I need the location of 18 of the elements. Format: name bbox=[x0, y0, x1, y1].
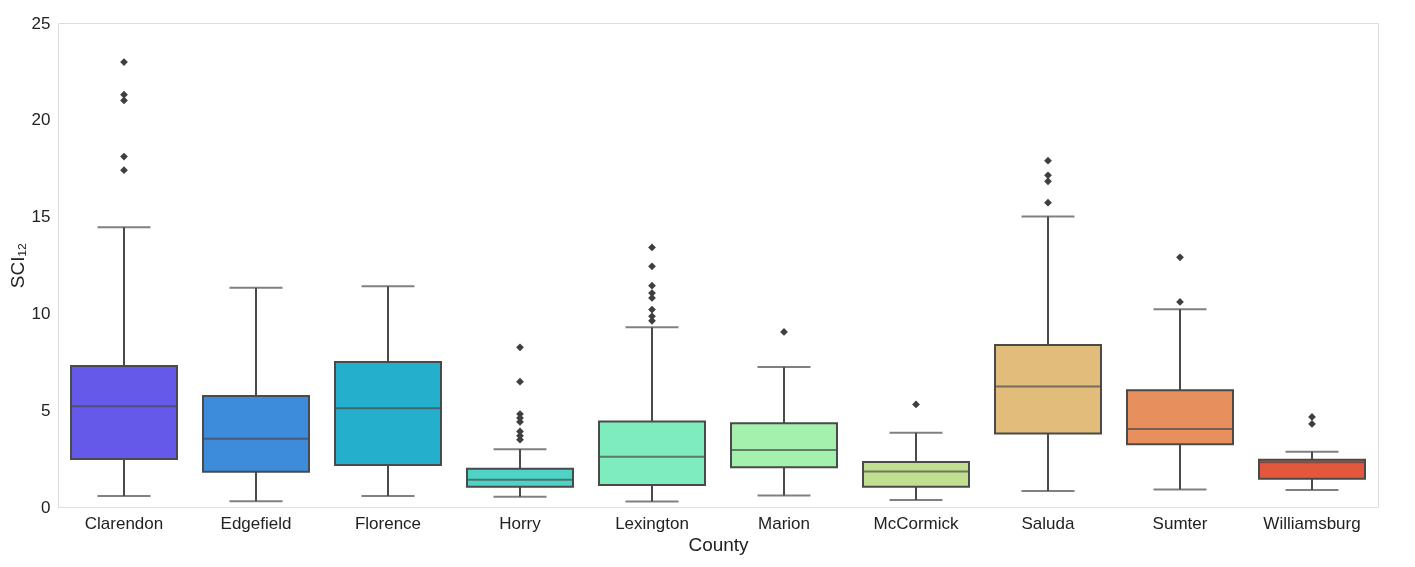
y-tick-label: 20 bbox=[31, 110, 51, 130]
x-tick-label: Sumter bbox=[1152, 513, 1208, 533]
x-tick-label: Lexington bbox=[615, 513, 689, 533]
y-tick-label: 5 bbox=[41, 400, 51, 420]
x-tick-label: Marion bbox=[758, 513, 810, 533]
y-tick-label: 10 bbox=[31, 303, 51, 323]
x-tick-label: Edgefield bbox=[220, 513, 292, 533]
x-tick-label: Saluda bbox=[1021, 513, 1076, 533]
y-tick-label: 25 bbox=[31, 13, 51, 33]
x-tick-label: McCormick bbox=[873, 513, 959, 533]
x-tick-label: Williamsburg bbox=[1263, 513, 1361, 533]
x-axis-title: County bbox=[688, 533, 750, 555]
y-tick-label: 15 bbox=[31, 207, 51, 227]
x-tick-label: Florence bbox=[354, 513, 422, 533]
x-tick-label: Horry bbox=[499, 513, 542, 533]
y-axis-title: SCI₁₂ bbox=[6, 242, 28, 289]
x-tick-label: Clarendon bbox=[84, 513, 164, 533]
y-tick-label: 0 bbox=[41, 497, 51, 517]
